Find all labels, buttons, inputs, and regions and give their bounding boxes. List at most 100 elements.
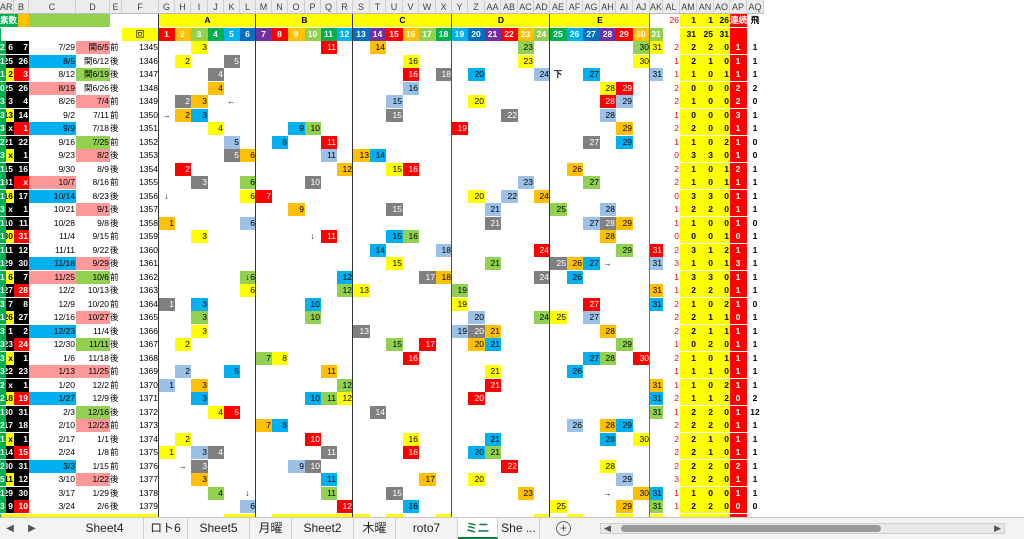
- number-cell[interactable]: 27: [583, 176, 600, 189]
- cell-b[interactable]: 31: [14, 230, 29, 243]
- cell-kai[interactable]: 1375: [139, 447, 158, 457]
- number-cell[interactable]: 7: [256, 189, 272, 203]
- number-header-7[interactable]: 7: [256, 27, 272, 41]
- column-header-l[interactable]: L: [240, 0, 256, 14]
- cell-kansen-date[interactable]: 12/2: [76, 378, 110, 392]
- number-cell[interactable]: 25: [550, 311, 567, 324]
- cell-date[interactable]: 3/31: [29, 513, 76, 517]
- cell-am[interactable]: 2: [680, 446, 697, 459]
- column-header-al[interactable]: AL: [663, 0, 680, 14]
- cell-renzoku[interactable]: 2: [730, 95, 747, 108]
- number-cell[interactable]: 10: [305, 176, 321, 189]
- column-header-y[interactable]: Y: [452, 0, 468, 14]
- number-cell[interactable]: 8: [272, 351, 288, 365]
- cell-renzoku[interactable]: 0: [730, 230, 747, 243]
- cell-an[interactable]: 0: [697, 486, 714, 500]
- number-cell[interactable]: 11: [321, 230, 337, 243]
- cell-sosu[interactable]: 3: [0, 351, 6, 365]
- number-cell[interactable]: 28: [600, 351, 616, 365]
- cell-an[interactable]: 2: [697, 419, 714, 432]
- sheet-tab[interactable]: 月曜: [250, 518, 292, 539]
- cell-an[interactable]: 3: [697, 189, 714, 203]
- cell-sosu[interactable]: [0, 513, 1, 517]
- cell-tobi[interactable]: 1: [747, 54, 764, 68]
- cell-zengo[interactable]: 後: [110, 217, 119, 228]
- number-cell[interactable]: 5: [224, 54, 240, 68]
- cell-al[interactable]: 2: [674, 123, 679, 133]
- cell-date[interactable]: 12/9: [29, 297, 76, 311]
- cell-zengo[interactable]: 前: [110, 379, 119, 390]
- cell-tobi[interactable]: 0: [747, 135, 764, 149]
- number-cell[interactable]: 10: [305, 459, 321, 473]
- cell-kansen-date[interactable]: 9/22: [76, 243, 110, 257]
- number-cell[interactable]: 16: [403, 432, 419, 446]
- cell-kansen-date[interactable]: 2/6: [76, 500, 110, 513]
- cell-kai[interactable]: 1361: [139, 258, 158, 268]
- cell-kai[interactable]: 1365: [139, 312, 158, 322]
- number-cell[interactable]: 20: [468, 311, 485, 324]
- number-header-23[interactable]: 23: [518, 27, 534, 41]
- cell-kai[interactable]: 1353: [139, 150, 158, 160]
- cell-al[interactable]: 1: [674, 339, 679, 349]
- cell-renzoku[interactable]: 1: [730, 419, 747, 432]
- cell-am[interactable]: 2: [680, 54, 697, 68]
- cell-sosu[interactable]: 1: [0, 162, 6, 176]
- cell-date[interactable]: 8/19: [29, 81, 76, 95]
- column-header-ag[interactable]: AG: [583, 0, 600, 14]
- cell-sosu[interactable]: 3: [0, 500, 6, 513]
- cell-kai[interactable]: 1364: [139, 298, 158, 309]
- number-cell[interactable]: 3: [191, 378, 208, 392]
- header-ao[interactable]: 26: [714, 14, 730, 27]
- number-cell[interactable]: 31: [650, 405, 663, 419]
- cell-zengo[interactable]: 後: [110, 474, 119, 484]
- cell-am[interactable]: 1: [680, 135, 697, 149]
- number-cell[interactable]: 31: [650, 41, 663, 54]
- number-cell[interactable]: 15: [386, 162, 403, 176]
- number-cell[interactable]: 10: [305, 297, 321, 311]
- cell-al[interactable]: 2: [674, 393, 679, 403]
- number-cell[interactable]: 26: [567, 162, 583, 176]
- cell-am[interactable]: 2: [680, 473, 697, 486]
- cell-date[interactable]: 11/11: [29, 243, 76, 257]
- cell-kai[interactable]: 1359: [139, 231, 158, 241]
- number-cell[interactable]: 10: [305, 122, 321, 135]
- number-cell[interactable]: 15: [386, 108, 403, 122]
- number-header-13[interactable]: 13: [353, 27, 370, 41]
- number-cell[interactable]: 13: [353, 324, 370, 338]
- cell-sosu[interactable]: 1: [0, 270, 6, 284]
- cell-date[interactable]: 8/26: [29, 95, 76, 108]
- column-header-aj[interactable]: AJ: [633, 0, 650, 14]
- cell-kai[interactable]: 1369: [139, 366, 158, 376]
- cell-tobi[interactable]: 1: [747, 270, 764, 284]
- cell-al[interactable]: 2: [674, 420, 679, 430]
- cell-kansen-date[interactable]: 8/23: [76, 189, 110, 203]
- number-cell[interactable]: 6: [240, 176, 256, 189]
- number-header-17[interactable]: 17: [419, 27, 436, 41]
- cell-b[interactable]: 17: [14, 189, 29, 203]
- cell-tobi[interactable]: 0: [747, 149, 764, 162]
- number-cell[interactable]: 13: [353, 513, 370, 517]
- number-cell[interactable]: 16: [403, 54, 419, 68]
- cell-an[interactable]: 3: [697, 270, 714, 284]
- number-cell[interactable]: 29: [616, 135, 633, 149]
- cell-tobi[interactable]: 1: [747, 378, 764, 392]
- number-cell[interactable]: 22: [501, 108, 518, 122]
- cell-renzoku[interactable]: 1: [730, 486, 747, 500]
- number-cell[interactable]: 10: [305, 432, 321, 446]
- number-cell[interactable]: 29: [616, 513, 633, 517]
- cell-an[interactable]: 0: [697, 135, 714, 149]
- cell-an[interactable]: 1: [697, 432, 714, 446]
- number-cell[interactable]: 27: [583, 216, 600, 230]
- number-cell[interactable]: 11: [321, 365, 337, 378]
- number-cell[interactable]: 20: [468, 324, 485, 338]
- cell-am[interactable]: 2: [680, 405, 697, 419]
- cell-an[interactable]: 0: [697, 216, 714, 230]
- number-cell[interactable]: 30: [633, 351, 650, 365]
- cell-zengo[interactable]: 前: [110, 420, 119, 430]
- number-cell[interactable]: 4: [208, 486, 224, 500]
- column-header-ab[interactable]: AB: [501, 0, 518, 14]
- cell-sosu[interactable]: 1: [0, 257, 6, 270]
- cell-al[interactable]: 1: [674, 136, 679, 147]
- cell-date[interactable]: 9/30: [29, 162, 76, 176]
- number-cell[interactable]: 31: [650, 284, 663, 297]
